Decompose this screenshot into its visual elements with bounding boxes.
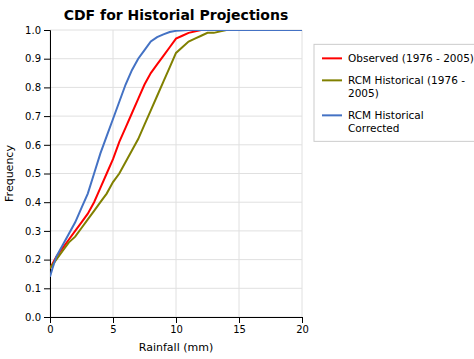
- axis-line: [51, 318, 303, 324]
- tick: 15: [233, 317, 246, 335]
- legend-label: RCM Historical (1976 -2005): [348, 74, 465, 99]
- tick-label: 0.6: [25, 140, 41, 151]
- legend-label-line: Corrected: [348, 122, 399, 134]
- tick-label: 0.0: [25, 312, 41, 323]
- tick: 0: [47, 317, 53, 335]
- grid-line: [50, 202, 302, 203]
- tick-label: 5: [110, 324, 116, 335]
- tick: 0.3: [25, 226, 50, 237]
- grid-line: [50, 144, 302, 145]
- legend-swatch: [322, 79, 342, 81]
- series-line: [50, 30, 302, 277]
- x-axis-title: Rainfall (mm): [139, 341, 213, 354]
- lines: [50, 30, 302, 277]
- tick-mark: [113, 317, 114, 323]
- tick-label: 0.2: [25, 254, 41, 265]
- tick: 0.8: [25, 82, 50, 93]
- tick-mark: [239, 317, 240, 323]
- tick-mark: [302, 317, 303, 323]
- tick: 0.2: [25, 254, 50, 265]
- tick-label: 15: [233, 324, 246, 335]
- legend-item: RCM Historical (1976 -2005): [322, 74, 465, 99]
- tick-mark: [44, 145, 50, 146]
- tick: 0.0: [25, 312, 50, 323]
- legend-label-line: RCM Historical (1976 -: [348, 74, 465, 86]
- tick-label: 10: [170, 324, 183, 335]
- tick-mark: [44, 231, 50, 232]
- tick: 0.7: [25, 111, 50, 122]
- grid: [50, 30, 302, 317]
- tick-label: 0.7: [25, 111, 41, 122]
- tick: 0.6: [25, 140, 50, 151]
- y-axis: 0.0 0.1 0.2 0.3 0.4 0.5 0.6 0.7 0.8 0.9 1.0: [25, 25, 50, 323]
- tick: 0.1: [25, 283, 50, 294]
- tick-mark: [44, 288, 50, 289]
- tick: 0.5: [25, 168, 50, 179]
- grid-line: [50, 58, 302, 59]
- tick-label: 0.9: [25, 53, 41, 64]
- tick-mark: [44, 59, 50, 60]
- legend-label: RCM HistoricalCorrected: [348, 109, 424, 134]
- x-axis: 0 5 10 15 20: [47, 317, 309, 335]
- tick-mark: [44, 202, 50, 203]
- legend-item: Observed (1976 - 2005): [322, 52, 474, 64]
- tick-label: 0.1: [25, 283, 41, 294]
- legend-label-line: 2005): [348, 87, 379, 99]
- grid-line: [50, 230, 302, 231]
- axis-line: [44, 31, 51, 318]
- tick-mark: [44, 30, 50, 31]
- tick: 5: [110, 317, 116, 335]
- chart: 0 5 10 15 20 0.0 0.1 0.2 0.3 0.4 0.5 0.6 0.7 0.8 0.9 1.…: [0, 0, 474, 359]
- tick-mark: [44, 87, 50, 88]
- legend-label-line: RCM Historical: [348, 109, 424, 121]
- grid-line: [50, 116, 302, 117]
- tick-label: 0.8: [25, 82, 41, 93]
- series-line: [50, 30, 302, 268]
- tick-label: 0: [47, 324, 53, 335]
- tick: 10: [170, 317, 183, 335]
- legend-label: Observed (1976 - 2005): [348, 52, 474, 64]
- tick-label: 0.4: [25, 197, 41, 208]
- tick-mark: [44, 317, 50, 318]
- legend-label-line: Observed (1976 - 2005): [348, 52, 474, 64]
- tick-mark: [44, 260, 50, 261]
- plot: 0 5 10 15 20 0.0 0.1 0.2 0.3 0.4 0.5 0.6 0.7 0.8 0.9 1.…: [25, 25, 309, 335]
- tick-label: 20: [296, 324, 309, 335]
- series-line: [50, 30, 302, 268]
- tick-label: 1.0: [25, 25, 41, 36]
- grid-line: [50, 87, 302, 88]
- tick: 0.4: [25, 197, 50, 208]
- grid-line: [50, 288, 302, 289]
- legend-swatch: [322, 57, 342, 59]
- y-axis-title: Frequency: [3, 145, 16, 202]
- tick-mark: [44, 116, 50, 117]
- title: CDF for Historial Projections: [64, 7, 289, 23]
- legend-item: RCM HistoricalCorrected: [322, 109, 424, 134]
- tick-label: 0.5: [25, 168, 41, 179]
- tick-label: 0.3: [25, 226, 41, 237]
- legend-swatch: [322, 114, 342, 116]
- grid-line: [50, 173, 302, 174]
- tick-mark: [176, 317, 177, 323]
- tick-mark: [44, 174, 50, 175]
- legend-frame: [314, 44, 474, 141]
- grid-line: [50, 259, 302, 260]
- tick: 20: [296, 317, 309, 335]
- tick: 1.0: [25, 25, 50, 36]
- tick: 0.9: [25, 53, 50, 64]
- legend: Observed (1976 - 2005) RCM Historical (19…: [314, 44, 474, 141]
